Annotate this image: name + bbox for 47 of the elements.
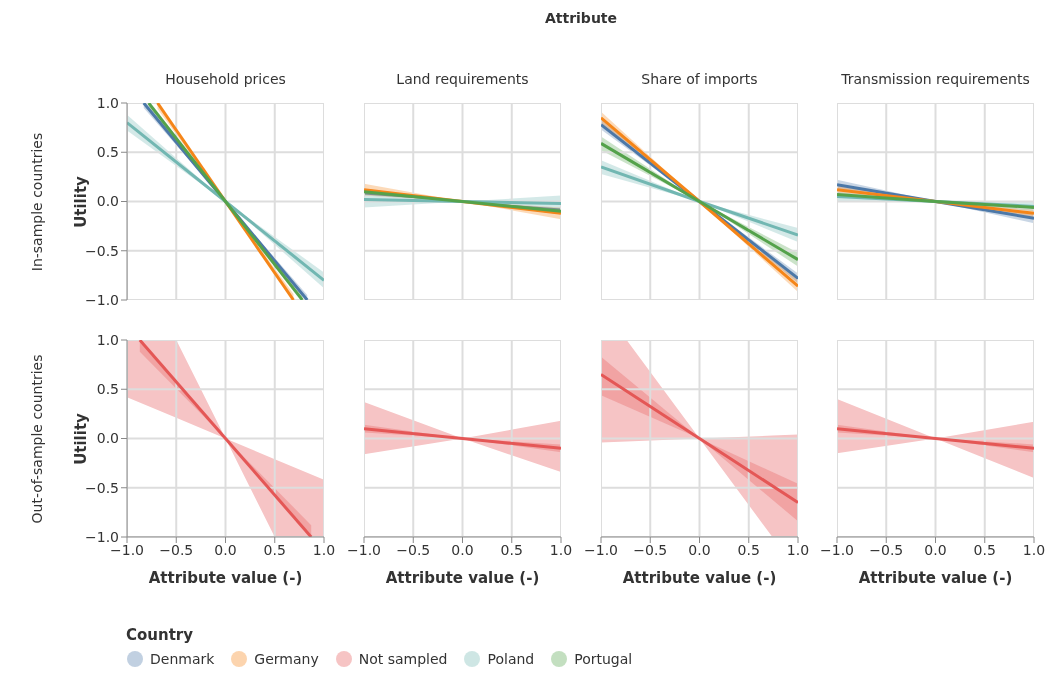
x-tick-label: 0.5	[973, 541, 996, 558]
y-tick-label: −0.5	[85, 242, 119, 259]
legend-label: Portugal	[574, 651, 633, 667]
x-tick-label: −1.0	[820, 541, 854, 558]
x-tick-label: 0.0	[688, 541, 711, 558]
x-axis-title: Attribute value (-)	[385, 569, 540, 587]
legend-label: Not sampled	[358, 651, 448, 667]
y-tick-label: −1.0	[85, 291, 119, 308]
x-axis-title: Attribute value (-)	[622, 569, 777, 587]
y-tick-label: 0.0	[96, 430, 119, 447]
x-tick-label: 0.0	[214, 541, 237, 558]
chart-title: Household prices	[164, 71, 287, 87]
x-tick-label: −0.5	[633, 541, 668, 558]
x-tick-label: −0.5	[869, 541, 904, 558]
x-tick-label: −1.0	[347, 541, 381, 558]
y-tick-label: 0.5	[96, 144, 119, 161]
x-axis-title: Attribute value (-)	[858, 569, 1013, 587]
y-tick-label: 0.5	[96, 381, 119, 398]
y-tick-label: −0.5	[85, 479, 119, 496]
y-axis-title: Utility	[72, 412, 90, 465]
x-tick-label: 0.5	[737, 541, 760, 558]
x-tick-label: 1.0	[312, 541, 336, 558]
x-tick-label: 0.5	[500, 541, 523, 558]
text: Attribute	[543, 10, 619, 26]
x-tick-label: 0.0	[451, 541, 474, 558]
y-axis-title: Utility	[72, 175, 90, 228]
chart-title: Land requirements	[395, 71, 530, 87]
x-tick-label: 0.5	[263, 541, 286, 558]
legend-label: Germany	[254, 651, 319, 667]
x-tick-label: −1.0	[584, 541, 618, 558]
chart-title: Transmission requirements	[840, 71, 1031, 87]
x-tick-label: 1.0	[1022, 541, 1046, 558]
x-tick-label: 0.0	[924, 541, 947, 558]
x-tick-label: 1.0	[786, 541, 810, 558]
y-tick-label: 1.0	[96, 331, 119, 348]
x-axis-title: Attribute value (-)	[148, 569, 303, 587]
chart-title: Share of imports	[640, 71, 759, 87]
y-tick-label: 0.0	[96, 193, 119, 210]
x-tick-label: −0.5	[396, 541, 431, 558]
y-tick-label: 1.0	[96, 94, 119, 111]
legend-label: Poland	[487, 651, 535, 667]
text: Out-of-sample countries	[29, 354, 45, 523]
x-tick-label: −0.5	[159, 541, 194, 558]
text: In-sample countries	[29, 132, 45, 271]
x-tick-label: 1.0	[549, 541, 573, 558]
legend-label: Denmark	[150, 651, 215, 667]
legend-title: Country	[126, 626, 195, 644]
